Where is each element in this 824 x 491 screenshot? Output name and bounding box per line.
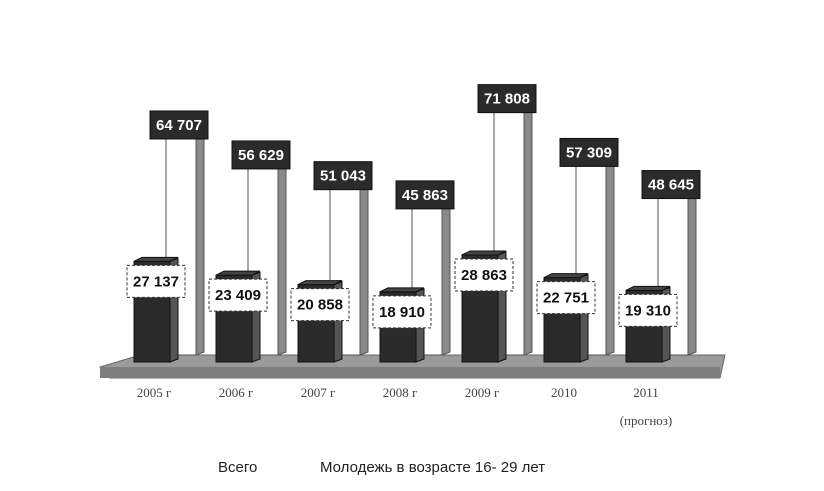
bar-total-side-4 [523, 84, 533, 356]
data-label-youth-5: 22 751 [536, 281, 596, 315]
data-label-total-box-4 [477, 84, 537, 114]
bar-total-side-2 [359, 161, 369, 356]
data-label-youth-text-1: 23 409 [215, 287, 261, 304]
data-label-total-0: 64 707 [149, 110, 209, 140]
data-label-youth-6: 19 310 [618, 293, 678, 327]
data-label-total-3: 45 863 [395, 180, 455, 210]
data-label-total-box-1 [231, 140, 291, 170]
data-label-total-text-5: 57 309 [566, 144, 612, 161]
data-label-youth-box-5 [536, 281, 596, 315]
data-label-total-2: 51 043 [313, 161, 373, 191]
data-label-youth-box-2 [290, 288, 350, 322]
data-label-total-4: 71 808 [477, 84, 537, 114]
x-tick-label-4: 2009 г [465, 385, 500, 400]
value-labels: 64 707 27 137 56 629 23 409 51 043 20 858 45 8… [126, 84, 701, 329]
data-label-total-box-3 [395, 180, 455, 210]
data-label-total-5: 57 309 [559, 137, 619, 167]
data-label-youth-box-6 [618, 293, 678, 327]
data-label-total-box-0 [149, 110, 209, 140]
x-tick-label-1: 2006 г [219, 385, 254, 400]
data-label-total-box-6 [641, 170, 701, 200]
data-label-total-text-4: 71 808 [484, 91, 530, 108]
bar-youth-top-5 [543, 273, 589, 279]
data-label-youth-1: 23 409 [208, 278, 268, 312]
data-label-youth-0: 27 137 [126, 264, 186, 298]
data-label-total-1: 56 629 [231, 140, 291, 170]
data-label-youth-4: 28 863 [454, 258, 514, 292]
bar-youth-top-4 [461, 250, 507, 256]
chart-floor-edge [100, 367, 720, 378]
data-label-youth-3: 18 910 [372, 295, 432, 329]
data-label-youth-text-2: 20 858 [297, 297, 343, 314]
data-label-youth-text-5: 22 751 [543, 290, 589, 307]
x-tick-label-0: 2005 г [137, 385, 172, 400]
data-label-youth-text-6: 19 310 [625, 302, 671, 319]
data-label-total-text-1: 56 629 [238, 147, 284, 164]
bar-total-side-5 [605, 138, 615, 356]
data-label-youth-text-0: 27 137 [133, 273, 179, 290]
data-label-total-box-2 [313, 161, 373, 191]
data-label-youth-text-3: 18 910 [379, 304, 425, 321]
x-tick-note-6: (прогноз) [620, 413, 673, 428]
legend: Всего Молодежь в возрасте 16- 29 лет [218, 459, 545, 476]
bar-youth-top-2 [297, 280, 343, 286]
legend-label-youth: Молодежь в возрасте 16- 29 лет [320, 459, 545, 476]
bar-youth-top-6 [625, 285, 671, 291]
data-label-total-box-5 [559, 137, 619, 167]
data-label-youth-box-3 [372, 295, 432, 329]
legend-label-total: Всего [218, 459, 257, 476]
data-label-total-text-6: 48 645 [648, 177, 694, 194]
data-label-total-text-3: 45 863 [402, 187, 448, 204]
bar-total-side-1 [277, 141, 287, 356]
x-tick-label-2: 2007 г [301, 385, 336, 400]
x-tick-label-3: 2008 г [383, 385, 418, 400]
data-label-total-text-2: 51 043 [320, 168, 366, 185]
data-label-total-text-0: 64 707 [156, 117, 202, 134]
data-label-youth-box-0 [126, 264, 186, 298]
bar-total-side-0 [195, 111, 205, 356]
bar-youth-top-3 [379, 287, 425, 293]
x-tick-label-6: 2011 [633, 385, 659, 400]
x-tick-label-5: 2010 [551, 385, 577, 400]
x-axis-ticks: 2005 г 2006 г 2007 г 2008 г 2009 г 2010 2011 (п… [137, 385, 673, 428]
data-label-youth-text-4: 28 863 [461, 267, 507, 284]
data-label-total-6: 48 645 [641, 170, 701, 200]
bar-youth-top-1 [215, 270, 261, 276]
data-label-youth-box-4 [454, 258, 514, 292]
bar-total-side-6 [687, 170, 697, 356]
bar-youth-top-0 [133, 256, 179, 262]
data-label-youth-box-1 [208, 278, 268, 312]
data-label-youth-2: 20 858 [290, 288, 350, 322]
